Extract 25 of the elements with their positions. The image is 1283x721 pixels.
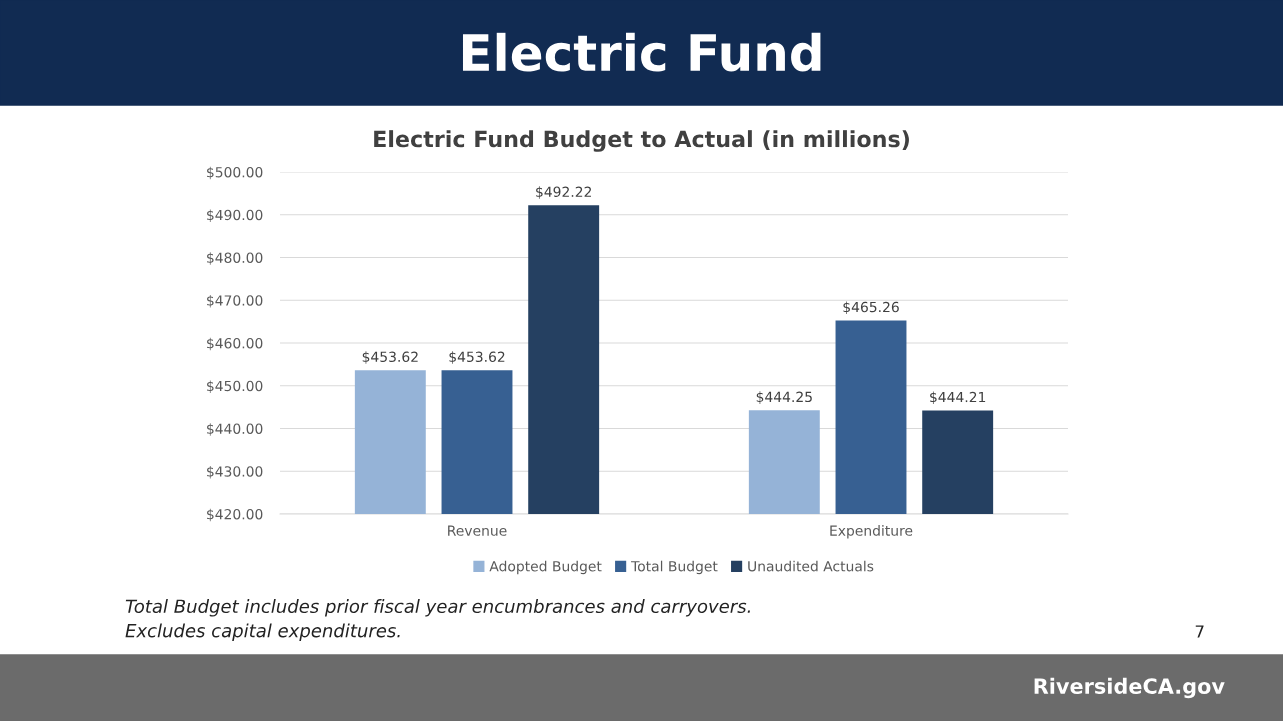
y-tick-label: $460.00 <box>207 337 263 351</box>
data-label: $453.62 <box>362 351 418 364</box>
y-tick-label: $420.00 <box>207 508 263 522</box>
text: 7 <box>1195 625 1204 638</box>
data-label: $453.62 <box>449 351 505 364</box>
chart-title: Electric Fund <box>462 32 821 72</box>
y-tick-label: $470.00 <box>207 294 263 308</box>
data-label: $444.25 <box>756 391 812 404</box>
y-tick-label: $490.00 <box>207 209 263 223</box>
legend-label: Total Budget <box>631 560 718 575</box>
legend-label: Adopted Budget <box>489 560 602 575</box>
y-tick-label: $500.00 <box>207 166 263 180</box>
legend-label: Unaudited Actuals <box>748 560 874 572</box>
y-tick-label: $430.00 <box>207 465 263 479</box>
data-label: $444.21 <box>930 391 986 405</box>
text: Total Budget includes prior fiscal year encumbrances and carryovers. Excludes capital expenditures. <box>125 599 750 641</box>
data-label: $465.26 <box>843 301 899 315</box>
data-label: $492.22 <box>536 186 592 199</box>
text: RiversideCA.gov <box>1034 677 1225 699</box>
chart-subtitle: Electric Fund Budget to Actual (in millions) <box>374 130 909 152</box>
x-tick-label: Expenditure <box>830 525 913 539</box>
y-tick-label: $440.00 <box>207 423 263 436</box>
y-tick-label: $480.00 <box>207 252 263 265</box>
x-tick-label: Revenue <box>448 525 507 536</box>
y-tick-label: $450.00 <box>207 380 263 394</box>
